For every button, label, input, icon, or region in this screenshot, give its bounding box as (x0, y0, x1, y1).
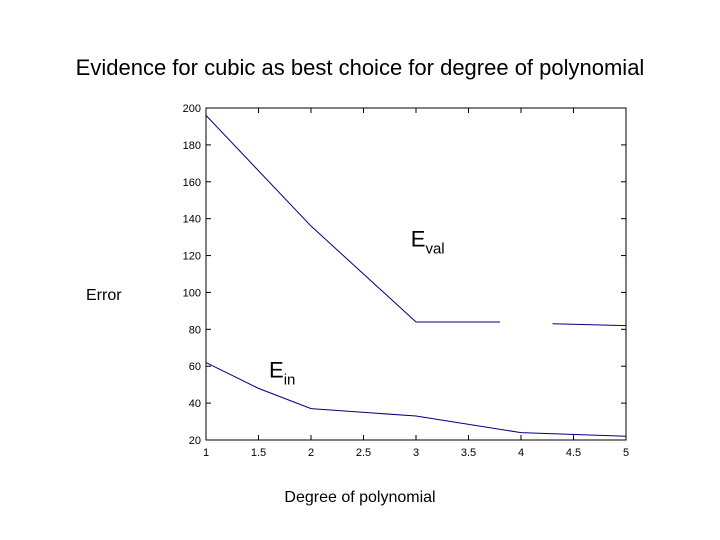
y-tick-label: 160 (183, 177, 201, 189)
eval-label-subscript: val (425, 240, 444, 257)
ein-label-main: E (269, 357, 284, 382)
chart-title: Evidence for cubic as best choice for de… (75, 55, 645, 80)
y-tick-label: 80 (189, 324, 201, 336)
y-tick-label: 100 (183, 287, 201, 299)
y-tick-label: 60 (189, 361, 201, 373)
y-tick-label: 40 (189, 398, 201, 410)
ein-label: Ein (269, 357, 295, 388)
x-tick-label: 5 (623, 447, 629, 459)
x-tick-label: 2.5 (356, 447, 371, 459)
x-tick-label: 4 (518, 447, 524, 459)
plot-area (205, 107, 627, 441)
x-tick-label: 4.5 (566, 447, 581, 459)
y-axis-label: Error (86, 287, 122, 304)
y-tick-label: 120 (183, 251, 201, 263)
x-tick-label: 3.5 (461, 447, 476, 459)
x-axis-label: Degree of polynomial (284, 489, 436, 506)
y-tick-label: 200 (183, 103, 201, 115)
x-tick-label: 2 (308, 447, 314, 459)
y-tick-label: 20 (189, 435, 201, 447)
eval-label: Eval (411, 226, 445, 257)
eval-label-main: E (411, 226, 426, 251)
axis-ticks: 1 1.5 2 2.5 3 3.5 4 4.5 5 20 40 60 80 100 120 140 160 180… (183, 103, 629, 459)
eval-series-line-2 (552, 323, 627, 327)
series-layer (205, 115, 627, 437)
ein-series-line-1 (205, 362, 627, 437)
eval-series-line-1 (205, 115, 500, 323)
y-tick-label: 180 (183, 140, 201, 152)
x-tick-label: 1 (203, 447, 209, 459)
x-tick-label: 1.5 (251, 447, 266, 459)
ein-label-subscript: in (284, 371, 296, 388)
y-tick-label: 140 (183, 214, 201, 226)
x-tick-label: 3 (413, 447, 419, 459)
